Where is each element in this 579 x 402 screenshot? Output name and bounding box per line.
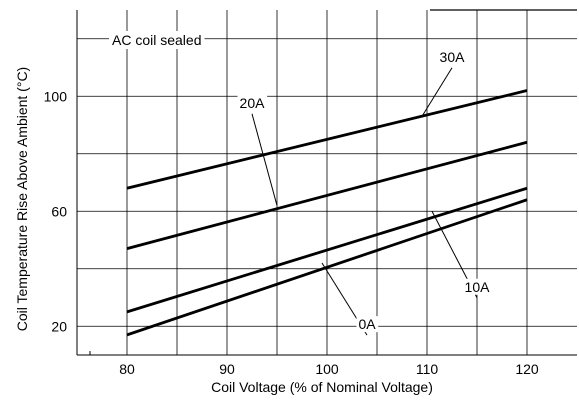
y-tick-label: 20 xyxy=(51,318,67,334)
x-axis-title: Coil Voltage (% of Nominal Voltage) xyxy=(211,379,433,395)
x-tick-label: 120 xyxy=(515,361,539,377)
series-lines xyxy=(126,89,528,337)
leader-line-20A xyxy=(251,113,278,206)
x-tick-label: 100 xyxy=(315,361,339,377)
series-label-0A: 0A xyxy=(358,316,376,332)
tick-labels: 80 90 100 110 120 20 60 100 xyxy=(44,88,539,377)
series-label-background xyxy=(437,48,468,65)
series-line-30A xyxy=(126,89,528,190)
series-label-10A: 10A xyxy=(465,279,491,295)
chart-annotation: AC coil sealed xyxy=(112,32,202,48)
series-label-20A: 20A xyxy=(240,95,266,111)
label-leader-lines xyxy=(251,67,478,336)
leader-line-30A xyxy=(421,67,453,117)
series-line-10A xyxy=(126,186,528,314)
annotation-background xyxy=(109,31,205,49)
x-tick-label: 80 xyxy=(119,361,135,377)
series-labels: 30A 20A 10A 0A xyxy=(237,48,493,333)
x-tick-label: 90 xyxy=(219,361,235,377)
plot-frame xyxy=(76,9,577,356)
y-tick-label: 100 xyxy=(44,88,68,104)
x-tick-label: 110 xyxy=(416,361,439,377)
series-label-background xyxy=(237,94,268,111)
y-tick-label: 60 xyxy=(51,203,67,219)
y-axis-title: Coil Temperature Rise Above Ambient (°C) xyxy=(14,67,30,331)
series-line-20A xyxy=(126,140,528,250)
series-label-background xyxy=(462,278,493,295)
series-line-0A xyxy=(126,198,528,337)
series-label-30A: 30A xyxy=(440,49,466,65)
series-label-background xyxy=(356,316,379,333)
